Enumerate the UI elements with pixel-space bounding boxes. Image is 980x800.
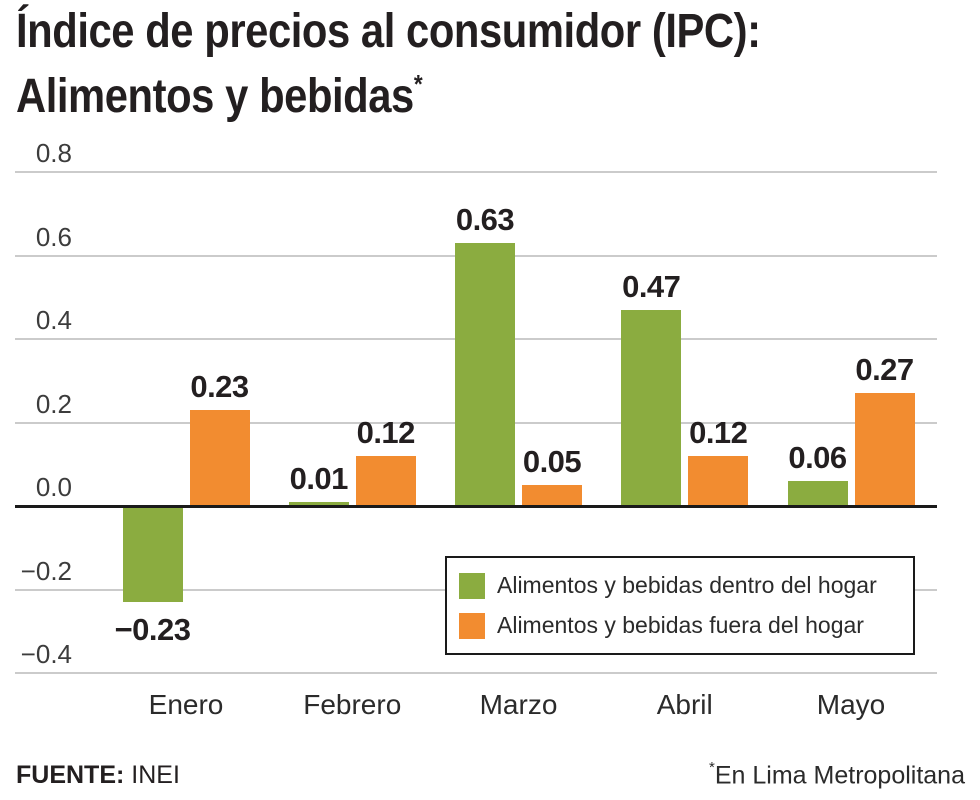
value-label-fuera-marzo: 0.05 — [522, 444, 582, 480]
bar-fuera-marzo — [522, 485, 582, 506]
source-note: FUENTE: INEI — [16, 761, 180, 790]
x-axis-label-mayo: Mayo — [816, 689, 886, 720]
y-axis-tick-label: 0.2 — [35, 388, 72, 419]
bar-dentro-mayo — [787, 480, 848, 506]
value-label-fuera-abril: 0.12 — [689, 414, 748, 450]
legend-label-fuera: Alimentos y bebidas fuera del hogar — [497, 612, 864, 638]
y-axis-tick-label: 0.6 — [35, 221, 72, 252]
zero-axis-line — [15, 504, 937, 508]
bar-dentro-enero — [122, 506, 183, 603]
x-axis-label-abril: Abril — [656, 689, 713, 720]
y-axis-tick-label: −0.2 — [20, 555, 72, 586]
y-axis-tick-label: −0.4 — [20, 639, 72, 669]
bar-fuera-enero — [189, 409, 250, 506]
bar-fuera-febrero — [355, 455, 416, 506]
bar-dentro-abril — [621, 309, 682, 506]
footnote-text: En Lima Metropolitana — [714, 761, 965, 790]
y-axis-tick-label: 0.4 — [35, 305, 72, 335]
value-label-dentro-enero: −0.23 — [114, 612, 191, 648]
chart-title: Índice de precios al consumidor (IPC): A… — [16, 5, 980, 124]
legend-swatch-fuera-icon — [459, 612, 485, 639]
legend-swatch-dentro-icon — [459, 572, 485, 599]
legend: Alimentos y bebidas dentro del hogar Ali… — [445, 556, 915, 655]
value-label-dentro-mayo: 0.06 — [788, 439, 847, 475]
y-axis-tick-label: 0.0 — [35, 472, 72, 502]
value-label-dentro-febrero: 0.01 — [289, 460, 349, 496]
value-label-fuera-febrero: 0.12 — [356, 414, 416, 450]
bar-dentro-febrero — [288, 501, 349, 506]
gridline — [15, 171, 937, 173]
value-label-dentro-marzo: 0.63 — [455, 201, 515, 237]
x-axis-label-febrero: Febrero — [303, 689, 402, 720]
y-axis-tick-label: 0.8 — [35, 138, 72, 168]
legend-label-dentro: Alimentos y bebidas dentro del hogar — [497, 572, 877, 598]
footnote-marker: * — [413, 69, 423, 99]
source-value: INEI — [124, 761, 180, 789]
chart-title-line2: Alimentos y bebidas* — [16, 69, 423, 123]
bar-dentro-marzo — [455, 242, 515, 506]
bar-fuera-mayo — [854, 393, 915, 506]
value-label-fuera-mayo: 0.27 — [855, 352, 914, 388]
value-label-fuera-enero: 0.23 — [190, 368, 249, 404]
footnote-asterisk: * — [709, 759, 715, 776]
source-label: FUENTE: — [16, 761, 125, 789]
footnote: *En Lima Metropolitana — [709, 759, 965, 790]
x-axis-label-enero: Enero — [148, 689, 224, 720]
gridline — [15, 672, 937, 674]
legend-item-fuera: Alimentos y bebidas fuera del hogar — [459, 612, 913, 639]
legend-item-dentro: Alimentos y bebidas dentro del hogar — [459, 572, 913, 599]
value-label-dentro-abril: 0.47 — [622, 268, 681, 304]
chart-title-line1: Índice de precios al consumidor (IPC): — [16, 5, 761, 58]
bar-fuera-abril — [688, 455, 749, 506]
x-axis-label-marzo: Marzo — [479, 689, 558, 720]
